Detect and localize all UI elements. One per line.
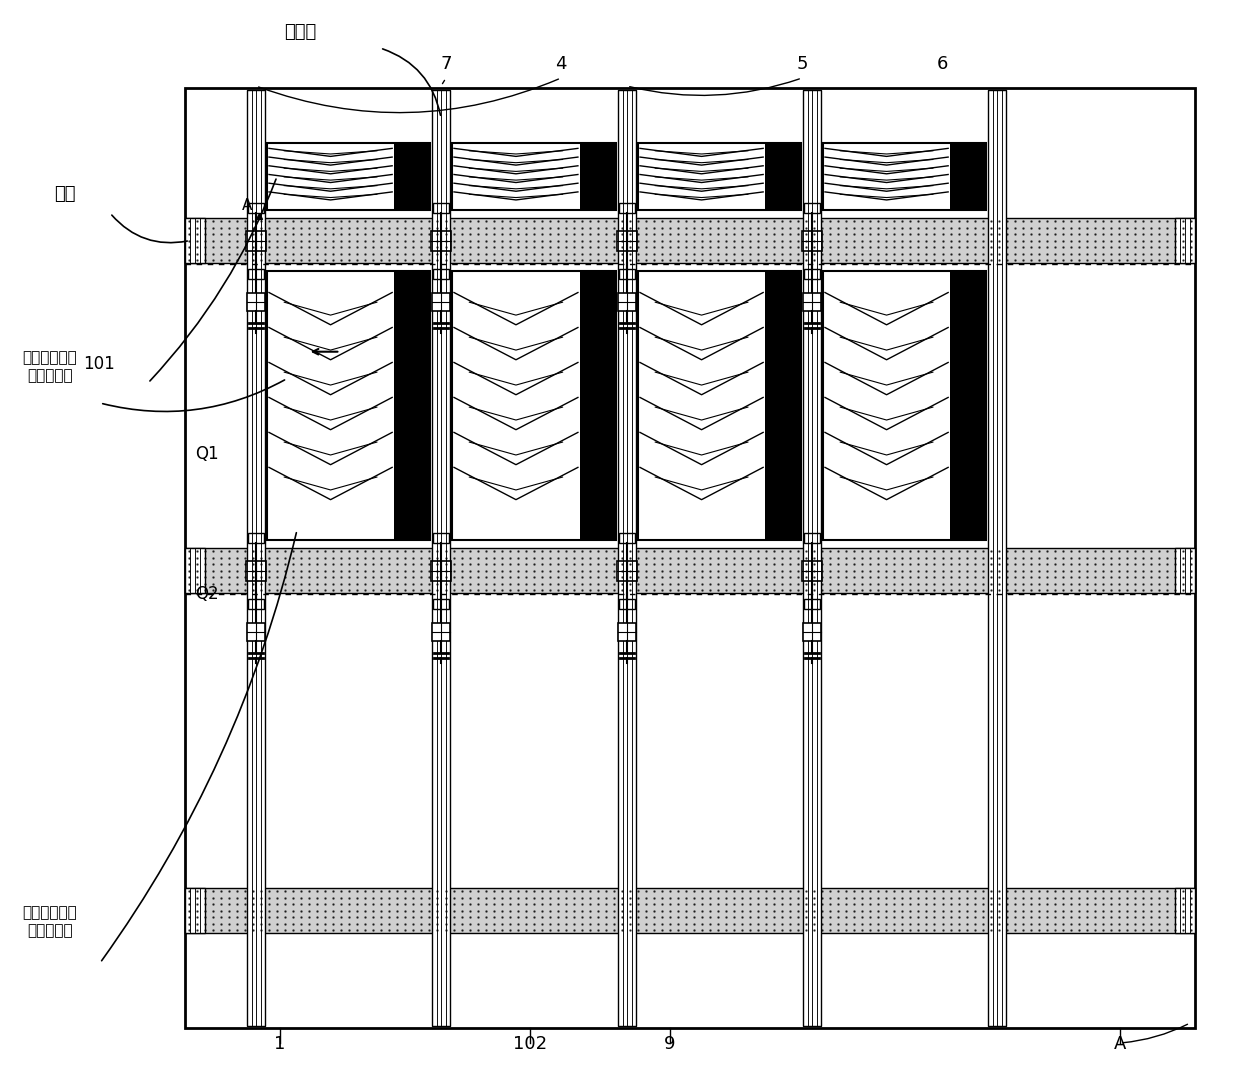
Bar [185, 548, 1195, 593]
Bar [1176, 888, 1195, 932]
Bar [619, 203, 635, 212]
Text: 7: 7 [440, 55, 451, 73]
Bar [765, 271, 801, 540]
Bar [618, 561, 637, 580]
Bar [618, 90, 636, 1026]
Bar [248, 533, 264, 543]
Bar [248, 269, 264, 278]
Bar [248, 203, 264, 212]
Bar [619, 599, 635, 609]
Text: Q2: Q2 [195, 585, 218, 603]
Bar [432, 293, 450, 311]
Bar [247, 90, 265, 1026]
Bar [267, 143, 430, 210]
Bar [433, 203, 449, 212]
Bar [432, 561, 451, 580]
Bar [247, 293, 265, 311]
Bar [639, 271, 801, 540]
Bar [618, 293, 636, 311]
Bar [950, 143, 986, 210]
Bar [185, 218, 205, 263]
Bar [246, 231, 267, 250]
Bar [246, 561, 267, 580]
Bar [802, 561, 822, 580]
Bar [804, 293, 821, 311]
Text: 9: 9 [665, 1035, 676, 1053]
Bar [804, 90, 821, 1026]
Bar [804, 623, 821, 641]
Text: 第一子像素中
的公共电极: 第一子像素中 的公共电极 [22, 351, 77, 383]
Bar [433, 269, 449, 278]
Text: 5: 5 [796, 55, 807, 73]
Bar [433, 599, 449, 609]
Bar [432, 231, 451, 250]
Text: 数据线: 数据线 [284, 23, 316, 41]
Bar [394, 271, 430, 540]
Bar [580, 143, 616, 210]
Text: 4: 4 [556, 55, 567, 73]
Bar [618, 623, 636, 641]
Bar [248, 599, 264, 609]
Bar [432, 623, 450, 641]
Bar [247, 623, 265, 641]
Bar [432, 90, 450, 1026]
Bar [619, 533, 635, 543]
Bar [804, 599, 820, 609]
Bar [185, 218, 1195, 263]
Text: A: A [242, 198, 252, 213]
Bar [1176, 218, 1195, 263]
Bar [267, 271, 430, 540]
Bar [185, 888, 205, 932]
Text: 101: 101 [83, 355, 115, 373]
Bar [802, 231, 822, 250]
Bar [394, 143, 430, 210]
Text: 1: 1 [274, 1035, 285, 1053]
Bar [988, 90, 1006, 1026]
Bar [823, 143, 986, 210]
Text: 第二子像素中
的公共电极: 第二子像素中 的公共电极 [22, 905, 77, 938]
Bar [804, 203, 820, 212]
Text: 102: 102 [513, 1035, 547, 1053]
Bar [639, 143, 801, 210]
Bar [185, 888, 1195, 932]
Text: 栅线: 栅线 [55, 185, 76, 203]
Bar [580, 271, 616, 540]
Bar [765, 143, 801, 210]
Bar [804, 269, 820, 278]
Bar [804, 533, 820, 543]
Bar [453, 271, 616, 540]
Bar [619, 269, 635, 278]
Bar [433, 533, 449, 543]
Bar [823, 271, 986, 540]
Bar [185, 88, 1195, 1028]
Bar [618, 231, 637, 250]
Text: 6: 6 [936, 55, 947, 73]
Bar [453, 143, 616, 210]
Bar [950, 271, 986, 540]
Bar [1176, 548, 1195, 593]
Text: Q1: Q1 [195, 445, 218, 464]
Text: A: A [1114, 1035, 1126, 1053]
Bar [185, 548, 205, 593]
